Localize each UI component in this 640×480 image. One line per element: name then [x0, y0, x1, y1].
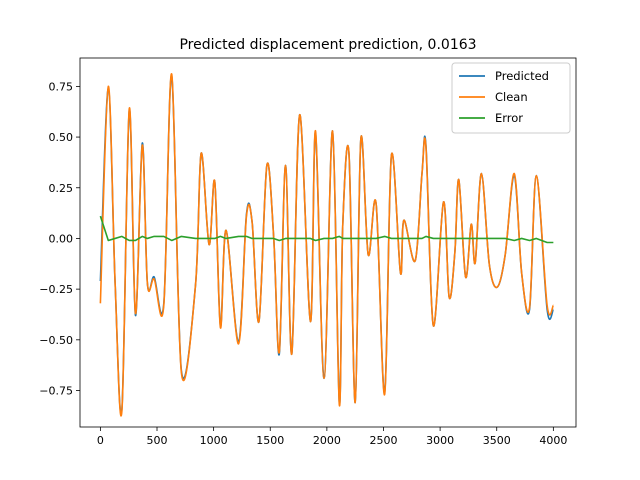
series-line-error — [99, 215, 554, 244]
y-tick-label: −0.75 — [39, 385, 73, 398]
y-tick-label: −0.50 — [39, 334, 73, 347]
legend-box — [451, 62, 571, 134]
y-tick-label: 0.75 — [49, 80, 74, 93]
legend: Predicted Clean Error — [451, 62, 571, 134]
series-layer — [99, 73, 555, 417]
x-tick-label: 3000 — [426, 434, 454, 447]
x-tick-label: 4000 — [539, 434, 567, 447]
y-tick-label: 0.25 — [49, 182, 74, 195]
x-tick-label: 3500 — [483, 434, 511, 447]
legend-label-error: Error — [495, 111, 523, 125]
series-line-clean — [99, 73, 555, 417]
legend-label-predicted: Predicted — [495, 69, 549, 83]
x-axis: 0 500 1000 1500 2000 2500 3000 3500 4000 — [97, 427, 567, 447]
chart-title: Predicted displacement prediction, 0.016… — [179, 37, 476, 53]
x-tick-label: 2000 — [313, 434, 341, 447]
y-tick-label: −0.25 — [39, 283, 73, 296]
y-tick-label: 0.50 — [49, 131, 74, 144]
x-tick-label: 1500 — [256, 434, 284, 447]
y-axis: −0.75 −0.50 −0.25 0.00 0.25 0.50 0.75 — [39, 80, 80, 398]
y-tick-label: 0.00 — [49, 232, 74, 245]
x-tick-label: 0 — [97, 434, 104, 447]
legend-label-clean: Clean — [495, 90, 528, 104]
plot-frame — [79, 57, 577, 428]
x-tick-label: 500 — [147, 434, 168, 447]
x-tick-label: 1000 — [200, 434, 228, 447]
x-tick-label: 2500 — [369, 434, 397, 447]
